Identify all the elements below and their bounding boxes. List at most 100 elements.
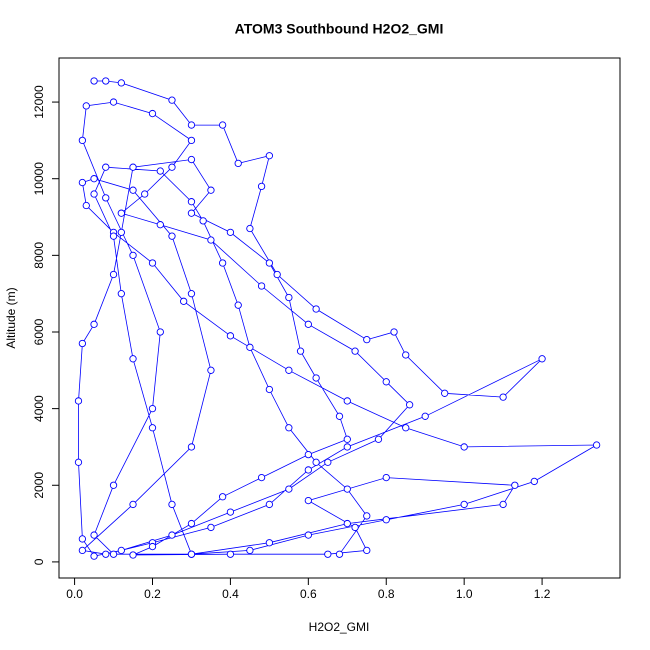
data-point <box>109 232 118 240</box>
data-point <box>117 209 125 217</box>
data-point <box>382 473 390 482</box>
data-point <box>405 401 414 409</box>
x-tick-label: 0.2 <box>144 587 161 601</box>
data-point <box>102 550 110 558</box>
x-tick-label: 0.4 <box>222 587 239 601</box>
x-tick-label: 1.0 <box>456 587 473 601</box>
data-point <box>129 355 137 363</box>
data-point <box>402 424 410 432</box>
data-point <box>148 109 157 118</box>
data-point <box>168 531 176 539</box>
data-point <box>441 389 449 397</box>
data-point <box>257 182 266 191</box>
data-point <box>187 209 196 217</box>
data-point <box>382 516 390 524</box>
data-point <box>74 458 83 466</box>
data-point <box>90 190 98 198</box>
data-point <box>304 496 312 505</box>
data-point <box>343 443 351 451</box>
data-point <box>102 77 110 85</box>
data-point <box>499 393 507 401</box>
data-point <box>363 512 371 520</box>
y-tick-label: 2000 <box>32 472 46 499</box>
data-point <box>117 546 125 555</box>
data-point <box>421 412 429 420</box>
data-point <box>156 167 164 175</box>
y-axis-label: Altitude (m) <box>4 287 18 348</box>
data-point <box>102 194 110 202</box>
data-point <box>226 508 235 516</box>
data-point <box>109 481 118 489</box>
data-point <box>187 121 196 129</box>
data-point <box>218 121 227 129</box>
data-point <box>180 297 188 305</box>
x-tick-label: 0.8 <box>378 587 395 601</box>
data-point <box>168 232 176 240</box>
x-tick-label: 1.2 <box>534 587 551 601</box>
data-point <box>218 259 227 267</box>
data-point <box>273 270 281 279</box>
data-point <box>234 301 242 309</box>
data-point <box>78 178 87 187</box>
data-point <box>78 339 87 348</box>
data-point <box>460 500 468 509</box>
data-point <box>187 290 196 298</box>
data-point <box>207 366 215 374</box>
data-point <box>207 186 215 194</box>
data-point <box>109 98 118 106</box>
data-point <box>351 523 359 532</box>
y-tick-label: 10000 <box>32 162 46 196</box>
data-point <box>285 366 293 374</box>
data-point <box>168 163 176 171</box>
data-point <box>511 481 519 489</box>
data-point <box>78 546 87 555</box>
data-point <box>109 550 118 558</box>
y-tick-label: 8000 <box>32 242 46 269</box>
data-point <box>187 198 196 206</box>
data-point <box>168 500 176 509</box>
data-point <box>148 259 157 267</box>
data-point <box>117 79 125 87</box>
data-point <box>592 441 601 449</box>
data-point <box>265 385 274 394</box>
data-point <box>304 450 312 459</box>
y-tick-label: 12000 <box>32 85 46 119</box>
data-point <box>187 443 196 451</box>
data-point <box>207 523 215 532</box>
data-point <box>343 435 351 443</box>
data-point <box>148 542 157 551</box>
data-point <box>343 397 351 405</box>
data-point <box>156 221 164 229</box>
y-tick-label: 0 <box>32 558 46 565</box>
data-point <box>265 259 274 267</box>
data-point <box>246 546 254 555</box>
data-point <box>109 270 118 279</box>
data-point <box>538 355 546 363</box>
data-point <box>117 290 125 298</box>
data-point <box>304 466 312 474</box>
data-point <box>187 155 196 164</box>
data-point <box>226 332 235 340</box>
x-axis-label: H2O2_GMI <box>309 620 370 634</box>
data-point <box>390 328 398 336</box>
data-point <box>129 186 137 194</box>
data-point <box>102 163 110 171</box>
data-point <box>90 77 98 85</box>
data-point <box>296 347 305 355</box>
data-point <box>141 190 149 198</box>
data-point <box>246 343 254 351</box>
data-point <box>148 404 157 413</box>
y-tick-label: 4000 <box>32 395 46 422</box>
data-point <box>129 251 137 259</box>
data-point <box>82 102 90 110</box>
data-point <box>187 519 196 528</box>
data-point <box>246 224 254 233</box>
data-point <box>324 550 332 558</box>
chart-title: ATOM3 Southbound H2O2_GMI <box>235 21 444 37</box>
data-line <box>78 80 599 557</box>
data-point <box>382 378 390 386</box>
data-point <box>363 546 371 555</box>
data-point <box>234 159 242 168</box>
data-point <box>285 293 293 302</box>
data-point <box>90 531 98 539</box>
